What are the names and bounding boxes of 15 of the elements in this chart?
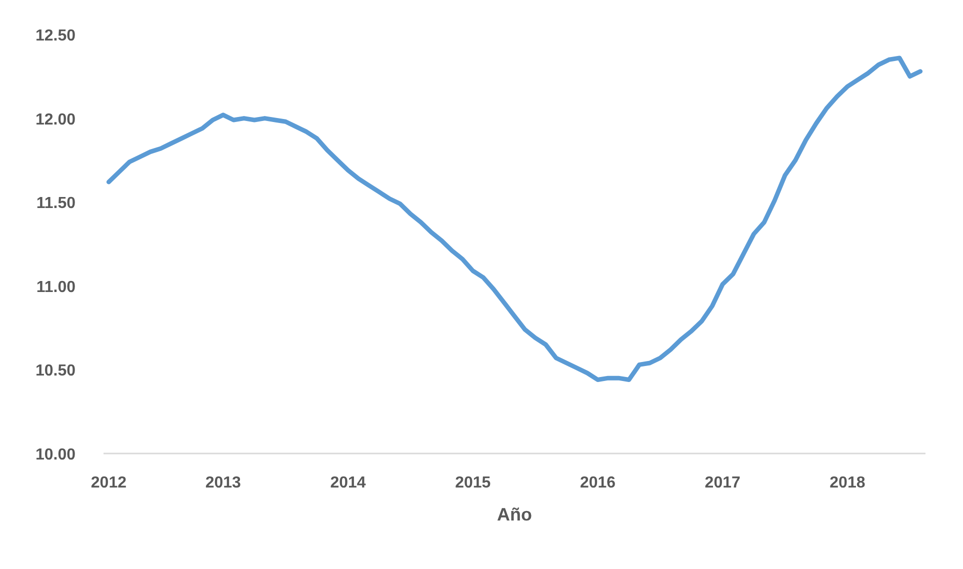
x-tick-label: 2018 [830, 474, 866, 492]
x-tick-label: 2017 [704, 474, 740, 492]
x-tick-label: 2014 [330, 474, 366, 492]
x-tick-label: 2015 [455, 474, 491, 492]
x-tick-label: 2012 [90, 474, 127, 492]
x-tick-label: 2013 [205, 474, 242, 492]
y-tick-label: 11.50 [36, 195, 76, 212]
y-tick-label: 11.00 [36, 278, 76, 296]
x-tick-label: 2016 [580, 474, 616, 492]
y-tick-label: 10.00 [35, 446, 76, 464]
y-tick-label: 12.50 [35, 28, 76, 44]
x-axis-title: Año [497, 504, 532, 524]
line-series [106, 56, 923, 382]
y-tick-label: 10.50 [35, 362, 76, 380]
y-tick-label: 12.00 [35, 111, 76, 128]
